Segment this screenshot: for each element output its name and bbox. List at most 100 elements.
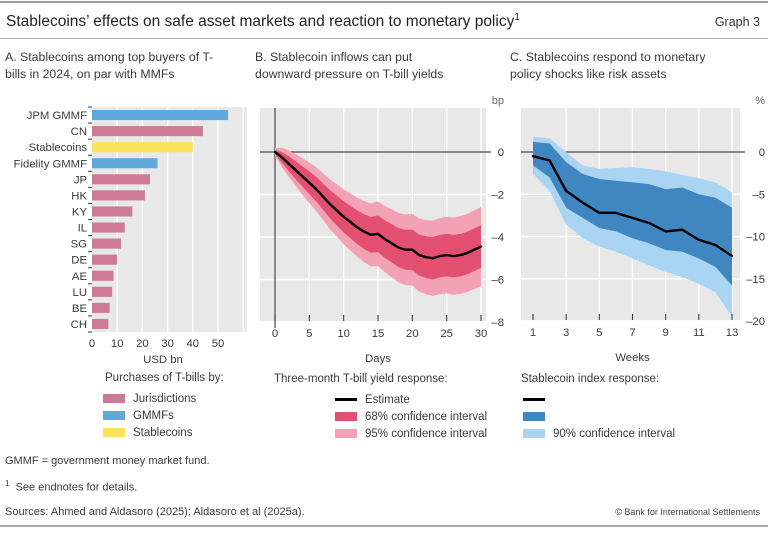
svg-text:7: 7 xyxy=(629,327,635,339)
panels-row: A. Stablecoins among top buyers of T-bil… xyxy=(0,39,768,442)
graph-number: Graph 3 xyxy=(714,15,760,30)
svg-text:10: 10 xyxy=(337,328,350,340)
legend-label: 95% confidence interval xyxy=(365,427,488,440)
legend-item-ci95: 95% confidence interval xyxy=(335,425,506,442)
legend-item-gmmfs: GMMFs xyxy=(103,407,250,424)
svg-text:0: 0 xyxy=(89,338,95,350)
svg-text:–6: –6 xyxy=(491,275,504,287)
panel-a-bar-chart: JPM GMMF CN Stablecoins Fidelity GMMF JP HK KY… xyxy=(14,106,247,366)
svg-text:CN: CN xyxy=(71,126,87,138)
endnote: 1 See endnotes for details. xyxy=(5,479,762,494)
legend-label: Stablecoins xyxy=(133,426,193,439)
svg-text:15: 15 xyxy=(372,328,385,340)
svg-text:–8: –8 xyxy=(491,317,504,329)
legend-label: GMMFs xyxy=(133,409,174,422)
copyright-text: © Bank for International Settlements xyxy=(615,506,760,517)
sources-text: Sources: Ahmed and Aldasoro (2025); Alda… xyxy=(5,505,305,518)
panel-c-title: C. Stablecoins respond to monetary polic… xyxy=(510,50,706,82)
svg-text:Fidelity GMMF: Fidelity GMMF xyxy=(14,158,88,170)
legend-item-estimate: Estimate xyxy=(335,391,506,408)
svg-text:13: 13 xyxy=(726,327,739,339)
svg-text:5: 5 xyxy=(306,328,312,340)
endnote-text: See endnotes for details. xyxy=(15,481,138,494)
sources-row: Sources: Ahmed and Aldasoro (2025); Alda… xyxy=(5,506,762,518)
svg-text:CH: CH xyxy=(71,319,87,331)
graph-title: Stablecoins’ effects on safe asset marke… xyxy=(6,12,520,31)
svg-text:Stablecoins: Stablecoins xyxy=(29,142,88,154)
jurisdictions-color-swatch xyxy=(103,394,125,404)
svg-text:0: 0 xyxy=(759,147,765,159)
header: Stablecoins’ effects on safe asset marke… xyxy=(0,3,768,38)
svg-text:30: 30 xyxy=(161,338,174,350)
legend-c-title: Stablecoin index response: xyxy=(521,373,660,386)
top-divider xyxy=(0,1,768,3)
svg-text:Weeks: Weeks xyxy=(615,352,650,364)
endnote-marker: 1 xyxy=(5,479,10,489)
legend-item-estimate xyxy=(523,391,767,408)
svg-text:Days: Days xyxy=(365,353,391,365)
svg-text:–4: –4 xyxy=(491,232,504,244)
svg-text:AE: AE xyxy=(72,271,88,283)
legend-item-ci90: 90% confidence interval xyxy=(523,425,767,442)
svg-text:10: 10 xyxy=(111,338,124,350)
svg-text:0: 0 xyxy=(272,328,278,340)
ci68-color-swatch xyxy=(335,412,357,422)
legend-label: 68% confidence interval xyxy=(365,410,488,423)
graph-title-text: Stablecoins’ effects on safe asset marke… xyxy=(6,13,515,31)
svg-text:SG: SG xyxy=(71,239,87,251)
legend-label: Jurisdictions xyxy=(133,392,197,405)
svg-text:3: 3 xyxy=(563,327,569,339)
panel-b: B. Stablecoin inflows can put downward p… xyxy=(255,49,506,442)
svg-text:IL: IL xyxy=(78,223,87,235)
svg-text:11: 11 xyxy=(693,327,705,339)
svg-text:1: 1 xyxy=(530,327,536,339)
gmmfs-color-swatch xyxy=(103,411,125,421)
bottom-divider xyxy=(0,524,768,527)
ci68-blue-color-swatch xyxy=(523,412,545,422)
svg-text:–15: –15 xyxy=(746,274,765,286)
svg-text:BE: BE xyxy=(72,303,88,315)
ci90-color-swatch xyxy=(523,429,545,439)
svg-text:20: 20 xyxy=(136,338,149,350)
legend-item-jurisdictions: Jurisdictions xyxy=(103,390,250,407)
svg-text:KY: KY xyxy=(72,207,88,219)
svg-text:JPM GMMF: JPM GMMF xyxy=(27,110,87,122)
panel-a-title: A. Stablecoins among top buyers of T-bil… xyxy=(5,50,214,82)
panel-a: A. Stablecoins among top buyers of T-bil… xyxy=(5,49,250,442)
svg-text:50: 50 xyxy=(212,338,225,350)
svg-text:JP: JP xyxy=(74,174,87,186)
svg-text:–10: –10 xyxy=(746,232,765,244)
panel-b-legend: Three-month T-bill yield response: Estim… xyxy=(255,373,506,442)
panel-c: C. Stablecoins respond to monetary polic… xyxy=(510,49,767,442)
legend-label: Estimate xyxy=(365,393,410,406)
estimate-line-swatch xyxy=(335,398,357,402)
legend-label: 90% confidence interval xyxy=(553,427,676,440)
stablecoins-color-swatch xyxy=(103,428,125,438)
legend-item-ci68: 68% confidence interval xyxy=(335,408,506,425)
svg-text:LU: LU xyxy=(73,287,87,299)
abbreviation-note: GMMF = government money market fund. xyxy=(5,455,210,468)
estimate-line-swatch xyxy=(523,398,545,402)
panel-b-line-chart: 0 5 10 15 20 25 30 Days 0 –2 –4 –6 –8 bp xyxy=(260,95,504,365)
svg-text:30: 30 xyxy=(475,328,488,340)
svg-text:bp: bp xyxy=(492,95,504,107)
svg-text:40: 40 xyxy=(187,338,200,350)
svg-text:DE: DE xyxy=(71,255,87,267)
svg-text:–2: –2 xyxy=(491,190,504,202)
svg-text:5: 5 xyxy=(596,327,602,339)
ci95-color-swatch xyxy=(335,429,357,439)
legend-b-title: Three-month T-bill yield response: xyxy=(274,373,448,386)
svg-text:9: 9 xyxy=(663,327,669,339)
panel-c-legend: Stablecoin index response: 90% confidenc… xyxy=(510,373,767,442)
svg-text:USD bn: USD bn xyxy=(143,354,183,366)
svg-text:–5: –5 xyxy=(752,189,765,201)
title-footnote-marker: 1 xyxy=(514,12,520,23)
footer: GMMF = government money market fund. 1 S… xyxy=(0,455,768,518)
header-divider xyxy=(0,38,768,40)
legend-item-ci68 xyxy=(523,408,767,425)
svg-text:25: 25 xyxy=(440,328,453,340)
panel-a-legend: Purchases of T-bills by: Jurisdictions G… xyxy=(5,372,250,441)
svg-text:HK: HK xyxy=(71,191,87,203)
